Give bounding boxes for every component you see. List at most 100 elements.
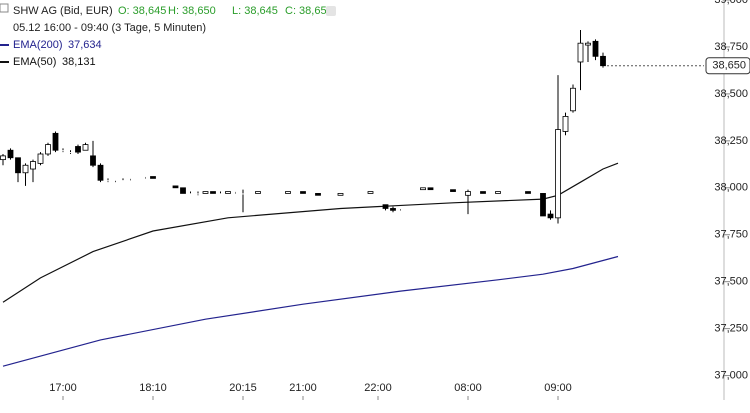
candle-body (547, 213, 554, 219)
candle-body (480, 191, 486, 194)
title: SHW AG (Bid, EUR) (13, 5, 113, 17)
candle-body (533, 193, 538, 195)
candle-body (488, 193, 493, 195)
candle-body (158, 185, 163, 187)
legend-value: 38,131 (62, 56, 96, 68)
candle-body (97, 164, 104, 181)
candle-body (135, 178, 141, 180)
candle-body (518, 191, 523, 193)
candle-body (0, 155, 6, 161)
candle-body (195, 193, 201, 195)
ema-line (2, 162, 619, 303)
candle-body (285, 191, 291, 194)
legend-value: 37,634 (68, 39, 102, 51)
y-tick-label: 38,750 (714, 41, 748, 53)
candle-body (323, 195, 328, 197)
last-price-box (705, 57, 750, 75)
candle-body (390, 208, 396, 211)
y-tick-label: 37,250 (714, 323, 748, 335)
candle-body (375, 193, 381, 195)
candle-body (180, 187, 186, 194)
last-price-label: 38,650 (712, 60, 746, 72)
candle-body (367, 191, 374, 194)
candle-body (293, 191, 298, 193)
y-tick-label: 37,000 (714, 369, 748, 381)
x-tick-label: 18:10 (139, 382, 167, 394)
candle-body (263, 193, 268, 195)
x-tick-label: 20:15 (229, 382, 257, 394)
ohlc-high: H: 38,650 (168, 5, 216, 17)
candle-body (337, 193, 344, 196)
candle-body (22, 164, 29, 174)
candle-body (413, 189, 418, 191)
candle-body (450, 189, 456, 192)
candle-body (420, 187, 426, 191)
candle-body (233, 191, 238, 193)
candle-body (7, 149, 14, 159)
y-tick-label: 37,750 (714, 229, 748, 241)
candle-body (202, 191, 209, 194)
candle-body (330, 195, 336, 197)
candle-body (443, 189, 448, 191)
candle-body (382, 204, 389, 209)
candle-body (82, 144, 89, 151)
candle-body (128, 178, 133, 180)
candle-body (555, 129, 561, 219)
candle-body (345, 193, 351, 195)
candle-body (218, 193, 223, 195)
candle-body (360, 193, 366, 195)
candle-body (52, 132, 59, 151)
candle-body (473, 191, 478, 193)
candle-body (150, 176, 156, 179)
y-tick-label: 38,000 (714, 182, 748, 194)
candle-body (75, 146, 81, 153)
candle-body (585, 42, 591, 46)
candle-body (458, 191, 463, 193)
candle-body (113, 180, 118, 182)
candle-body (90, 155, 96, 166)
candle-body (248, 193, 253, 195)
candle-body (577, 42, 584, 63)
candle-body (592, 40, 599, 57)
y-tick-label: 38,500 (714, 88, 748, 100)
x-tick-label: 22:00 (364, 382, 392, 394)
candle-body (15, 157, 21, 174)
candle-body (495, 191, 501, 194)
candle-body (225, 191, 231, 194)
candle-body (165, 185, 171, 187)
ohlc-open: O: 38,645 (118, 5, 166, 17)
candle-body (120, 180, 126, 182)
candle-body (525, 191, 531, 194)
candle-body (105, 180, 111, 182)
x-tick-label: 08:00 (454, 382, 482, 394)
candle-body (143, 176, 148, 178)
period: 05.12 16:00 - 09:40 (3 Tage, 5 Minuten) (13, 22, 206, 34)
candle-body (562, 116, 569, 132)
ema-line (2, 255, 619, 367)
candle-body (503, 191, 508, 193)
candle-body (60, 150, 66, 152)
candle-body (68, 152, 73, 154)
legend: EMA(200) 37,634 EMA(50) 38,131 (0, 39, 102, 68)
candle-body (540, 193, 546, 217)
candle-body (270, 193, 276, 195)
candle-body (465, 191, 471, 196)
x-tick-label: 17:00 (49, 382, 77, 394)
candle-body (255, 191, 261, 194)
plot (0, 30, 619, 367)
candle-body (600, 55, 606, 67)
candle-body (308, 193, 313, 195)
candle-body (398, 208, 403, 210)
candle-body (172, 185, 179, 189)
candle-body (570, 87, 576, 112)
candle-body (240, 193, 246, 195)
settings-icon[interactable] (326, 6, 336, 16)
ohlc-close: C: 38,650 (285, 5, 333, 17)
candle-body (37, 153, 44, 164)
candle-body (427, 187, 434, 191)
candle-body (278, 191, 283, 193)
legend-label: EMA(50) (13, 56, 56, 68)
candle-body (353, 193, 358, 195)
candle-body (30, 161, 36, 170)
